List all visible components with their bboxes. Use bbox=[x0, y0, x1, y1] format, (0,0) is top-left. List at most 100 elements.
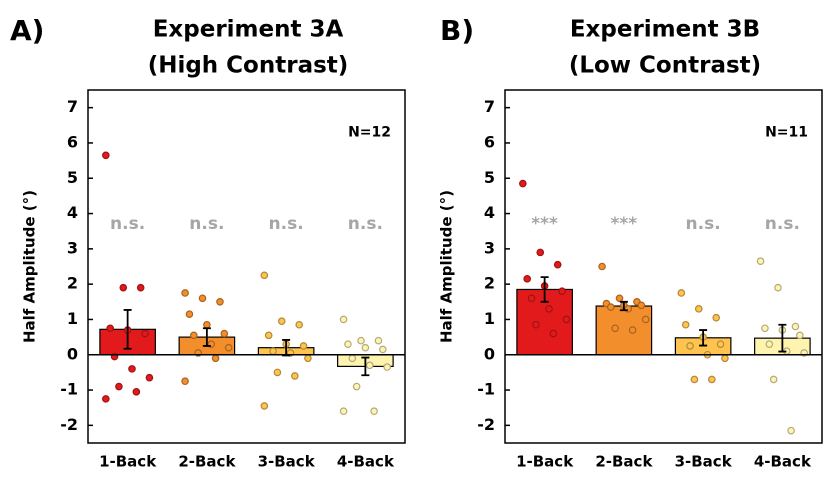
y-tick-label: 6 bbox=[67, 132, 78, 151]
y-tick-label: 0 bbox=[484, 344, 495, 363]
subject-dot bbox=[761, 324, 769, 333]
subject-dot bbox=[374, 336, 383, 345]
subject-dot bbox=[598, 262, 606, 271]
y-tick-label: 4 bbox=[67, 203, 78, 222]
x-tick-label: 1-Back bbox=[516, 453, 574, 471]
error-bar bbox=[123, 309, 132, 350]
significance-label: n.s. bbox=[348, 214, 383, 234]
subject-dot bbox=[523, 275, 531, 283]
subject-dot bbox=[136, 283, 145, 292]
subject-dot bbox=[536, 248, 545, 257]
subject-dot bbox=[765, 340, 774, 348]
subject-dot bbox=[132, 388, 141, 396]
subject-dot bbox=[370, 407, 378, 416]
subject-dot bbox=[549, 329, 558, 338]
subject-dot bbox=[264, 331, 273, 340]
subject-dot bbox=[185, 310, 194, 318]
subject-dot bbox=[787, 426, 795, 435]
y-tick-label: -2 bbox=[60, 415, 78, 434]
subject-dot bbox=[339, 315, 348, 324]
y-tick-label: -1 bbox=[477, 380, 495, 399]
bar bbox=[595, 305, 653, 356]
y-tick-label: -1 bbox=[60, 380, 78, 399]
subject-dot bbox=[519, 179, 527, 188]
subject-dot bbox=[220, 329, 229, 338]
subject-dot bbox=[102, 151, 110, 160]
subject-dot bbox=[712, 313, 721, 322]
subject-dot bbox=[681, 320, 690, 329]
significance-label: n.s. bbox=[189, 214, 224, 234]
x-tick-label: 4-Back bbox=[754, 453, 812, 471]
subject-dot bbox=[128, 365, 136, 373]
y-tick-label: -2 bbox=[477, 415, 495, 434]
subject-dot bbox=[277, 317, 286, 326]
subject-dot bbox=[211, 354, 220, 363]
significance-label: n.s. bbox=[765, 214, 800, 234]
subject-dot bbox=[260, 402, 269, 410]
error-bar bbox=[699, 329, 708, 347]
subject-dot bbox=[260, 271, 269, 280]
subject-dot bbox=[198, 294, 207, 303]
x-tick-label: 4-Back bbox=[337, 453, 395, 471]
subject-dot bbox=[383, 363, 391, 371]
y-tick-label: 1 bbox=[484, 309, 495, 328]
y-tick-label: 7 bbox=[484, 97, 495, 116]
subject-dot bbox=[708, 375, 716, 384]
n-label: N=11 bbox=[765, 124, 808, 140]
n-label: N=12 bbox=[348, 124, 391, 140]
subject-dot bbox=[344, 340, 352, 348]
subject-dot bbox=[637, 301, 646, 310]
subject-dot bbox=[141, 329, 149, 338]
significance-label: n.s. bbox=[269, 214, 304, 234]
subject-dot bbox=[352, 382, 361, 391]
y-tick-label: 2 bbox=[484, 274, 495, 293]
y-tick-label: 5 bbox=[484, 168, 495, 187]
subject-dot bbox=[339, 407, 348, 416]
subject-dot bbox=[216, 297, 224, 306]
subject-dot bbox=[181, 289, 189, 297]
subject-dot bbox=[145, 373, 154, 382]
y-tick-label: 1 bbox=[67, 309, 78, 328]
chart-title: (High Contrast) bbox=[148, 53, 349, 79]
subject-dot bbox=[641, 315, 650, 324]
x-tick-label: 2-Back bbox=[178, 453, 236, 471]
significance-label: *** bbox=[611, 214, 638, 234]
subject-dot bbox=[769, 375, 778, 384]
significance-label: *** bbox=[531, 214, 558, 234]
y-tick-label: 3 bbox=[484, 238, 495, 257]
subject-dot bbox=[796, 331, 804, 340]
subject-dot bbox=[694, 305, 703, 313]
subject-dot bbox=[545, 305, 553, 313]
chart-title: (Low Contrast) bbox=[569, 53, 761, 79]
error-bar bbox=[619, 300, 628, 312]
subject-dot bbox=[562, 315, 571, 324]
x-tick-label: 3-Back bbox=[258, 453, 316, 471]
subject-dot bbox=[189, 331, 198, 340]
subject-dot bbox=[304, 354, 312, 363]
subject-dot bbox=[361, 343, 370, 352]
subject-dot bbox=[379, 345, 387, 354]
panel-label: B) bbox=[440, 14, 474, 47]
error-bar bbox=[202, 327, 211, 347]
error-bar bbox=[540, 276, 549, 303]
subject-dot bbox=[756, 257, 765, 266]
chart-title: Experiment 3A bbox=[153, 17, 344, 43]
subject-dot bbox=[606, 303, 615, 311]
subject-dot bbox=[291, 372, 299, 380]
y-tick-label: 6 bbox=[484, 132, 495, 151]
y-tick-label: 7 bbox=[67, 97, 78, 116]
y-tick-label: 5 bbox=[67, 168, 78, 187]
subject-dot bbox=[721, 354, 729, 363]
y-tick-label: 3 bbox=[67, 238, 78, 257]
y-tick-label: 4 bbox=[484, 203, 495, 222]
y-axis-label: Half Amplitude (°) bbox=[438, 190, 456, 343]
subject-dot bbox=[553, 260, 562, 269]
subject-dot bbox=[203, 320, 211, 329]
x-tick-label: 2-Back bbox=[595, 453, 653, 471]
x-tick-label: 3-Back bbox=[675, 453, 733, 471]
subject-dot bbox=[348, 354, 357, 363]
error-bar bbox=[361, 356, 370, 377]
subject-dot bbox=[611, 324, 619, 333]
subject-dot bbox=[224, 343, 233, 352]
